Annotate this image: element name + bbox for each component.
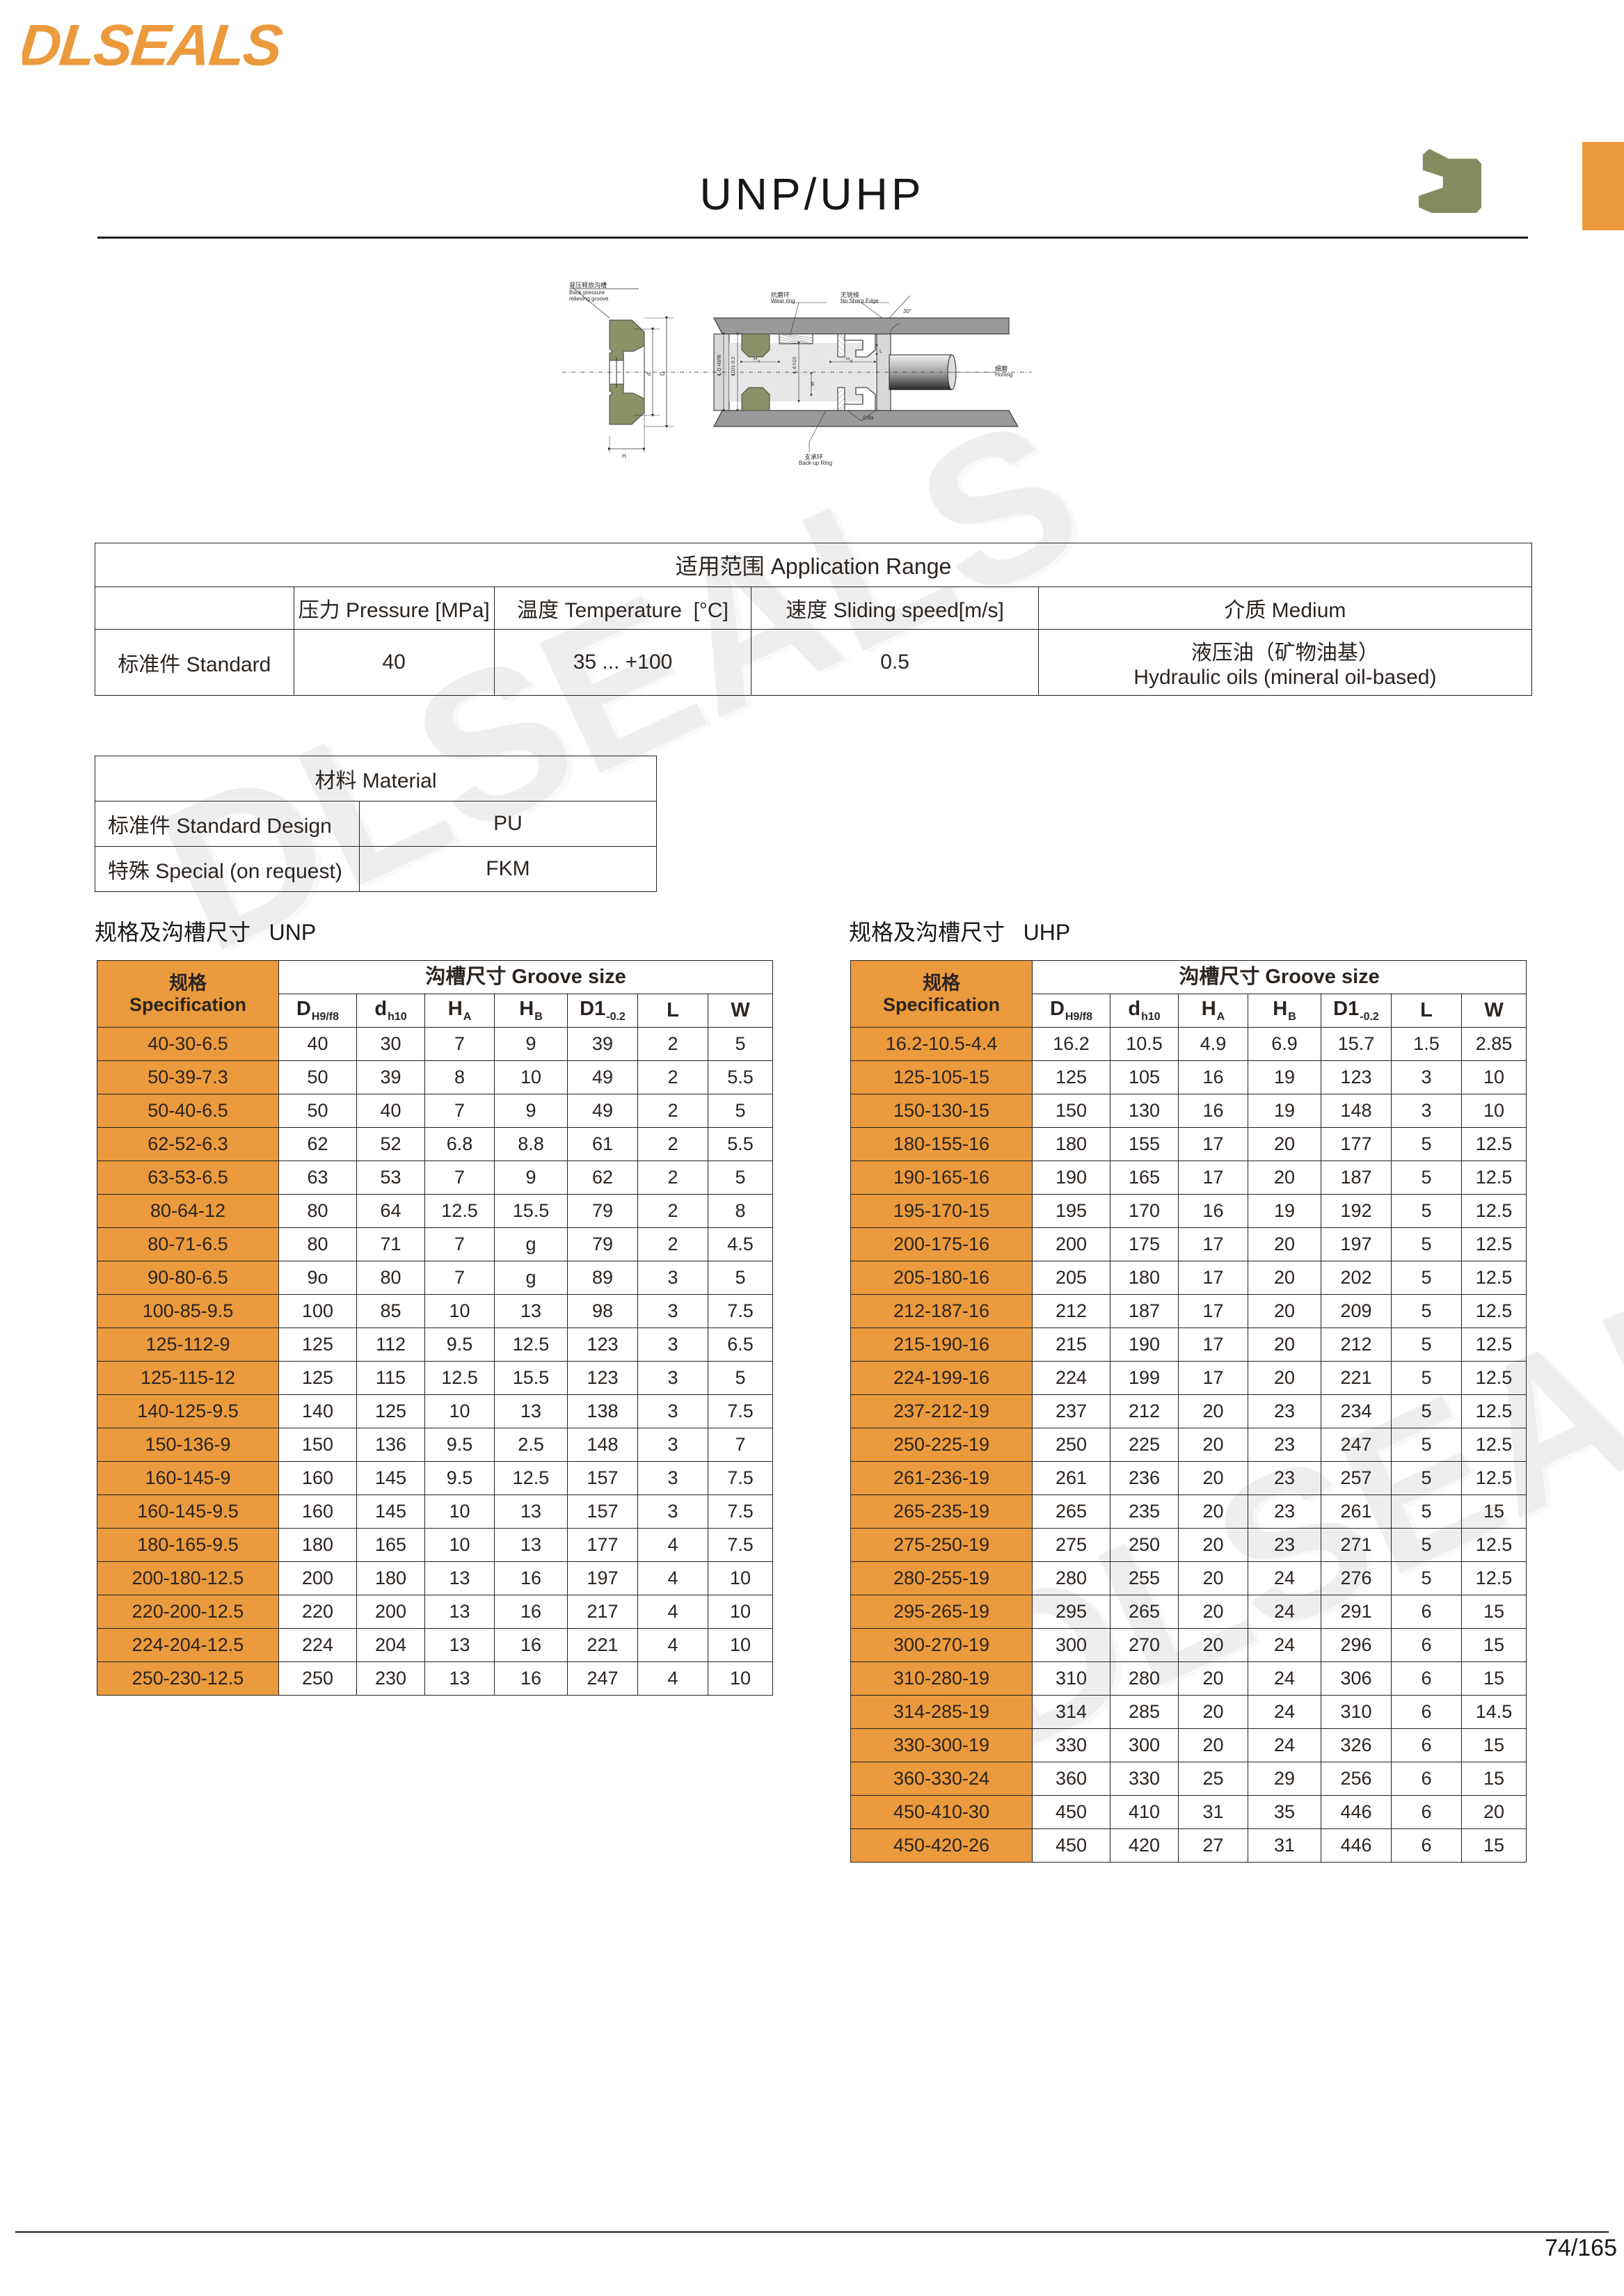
svg-text:Honing: Honing [995,372,1012,378]
svg-text:d: d [646,373,652,376]
svg-text:H: H [754,357,757,362]
svg-text:30°: 30° [903,308,911,314]
svg-text:Back pressure: Back pressure [569,289,605,296]
svg-text:℄ D H9/f8: ℄ D H9/f8 [717,355,722,376]
svg-text:H: H [846,357,850,362]
svg-text:D: D [660,372,666,376]
svg-text:℄ D1-0.2: ℄ D1-0.2 [731,356,736,376]
svg-text:Wear ring: Wear ring [771,298,795,304]
svg-text:relieving groove: relieving groove [569,296,609,302]
svg-text:W: W [811,381,815,386]
svg-text:0.8a: 0.8a [863,415,874,421]
svg-text:Back-up Ring: Back-up Ring [799,460,832,466]
svg-text:背压释放沟槽: 背压释放沟槽 [569,282,607,289]
svg-text:No Sharp Edge: No Sharp Edge [841,298,879,304]
svg-text:H: H [622,453,626,459]
svg-text:L: L [879,349,882,354]
svg-text:DLSEALS: DLSEALS [22,18,286,77]
svg-text:℄ d h10: ℄ d h10 [793,357,797,374]
